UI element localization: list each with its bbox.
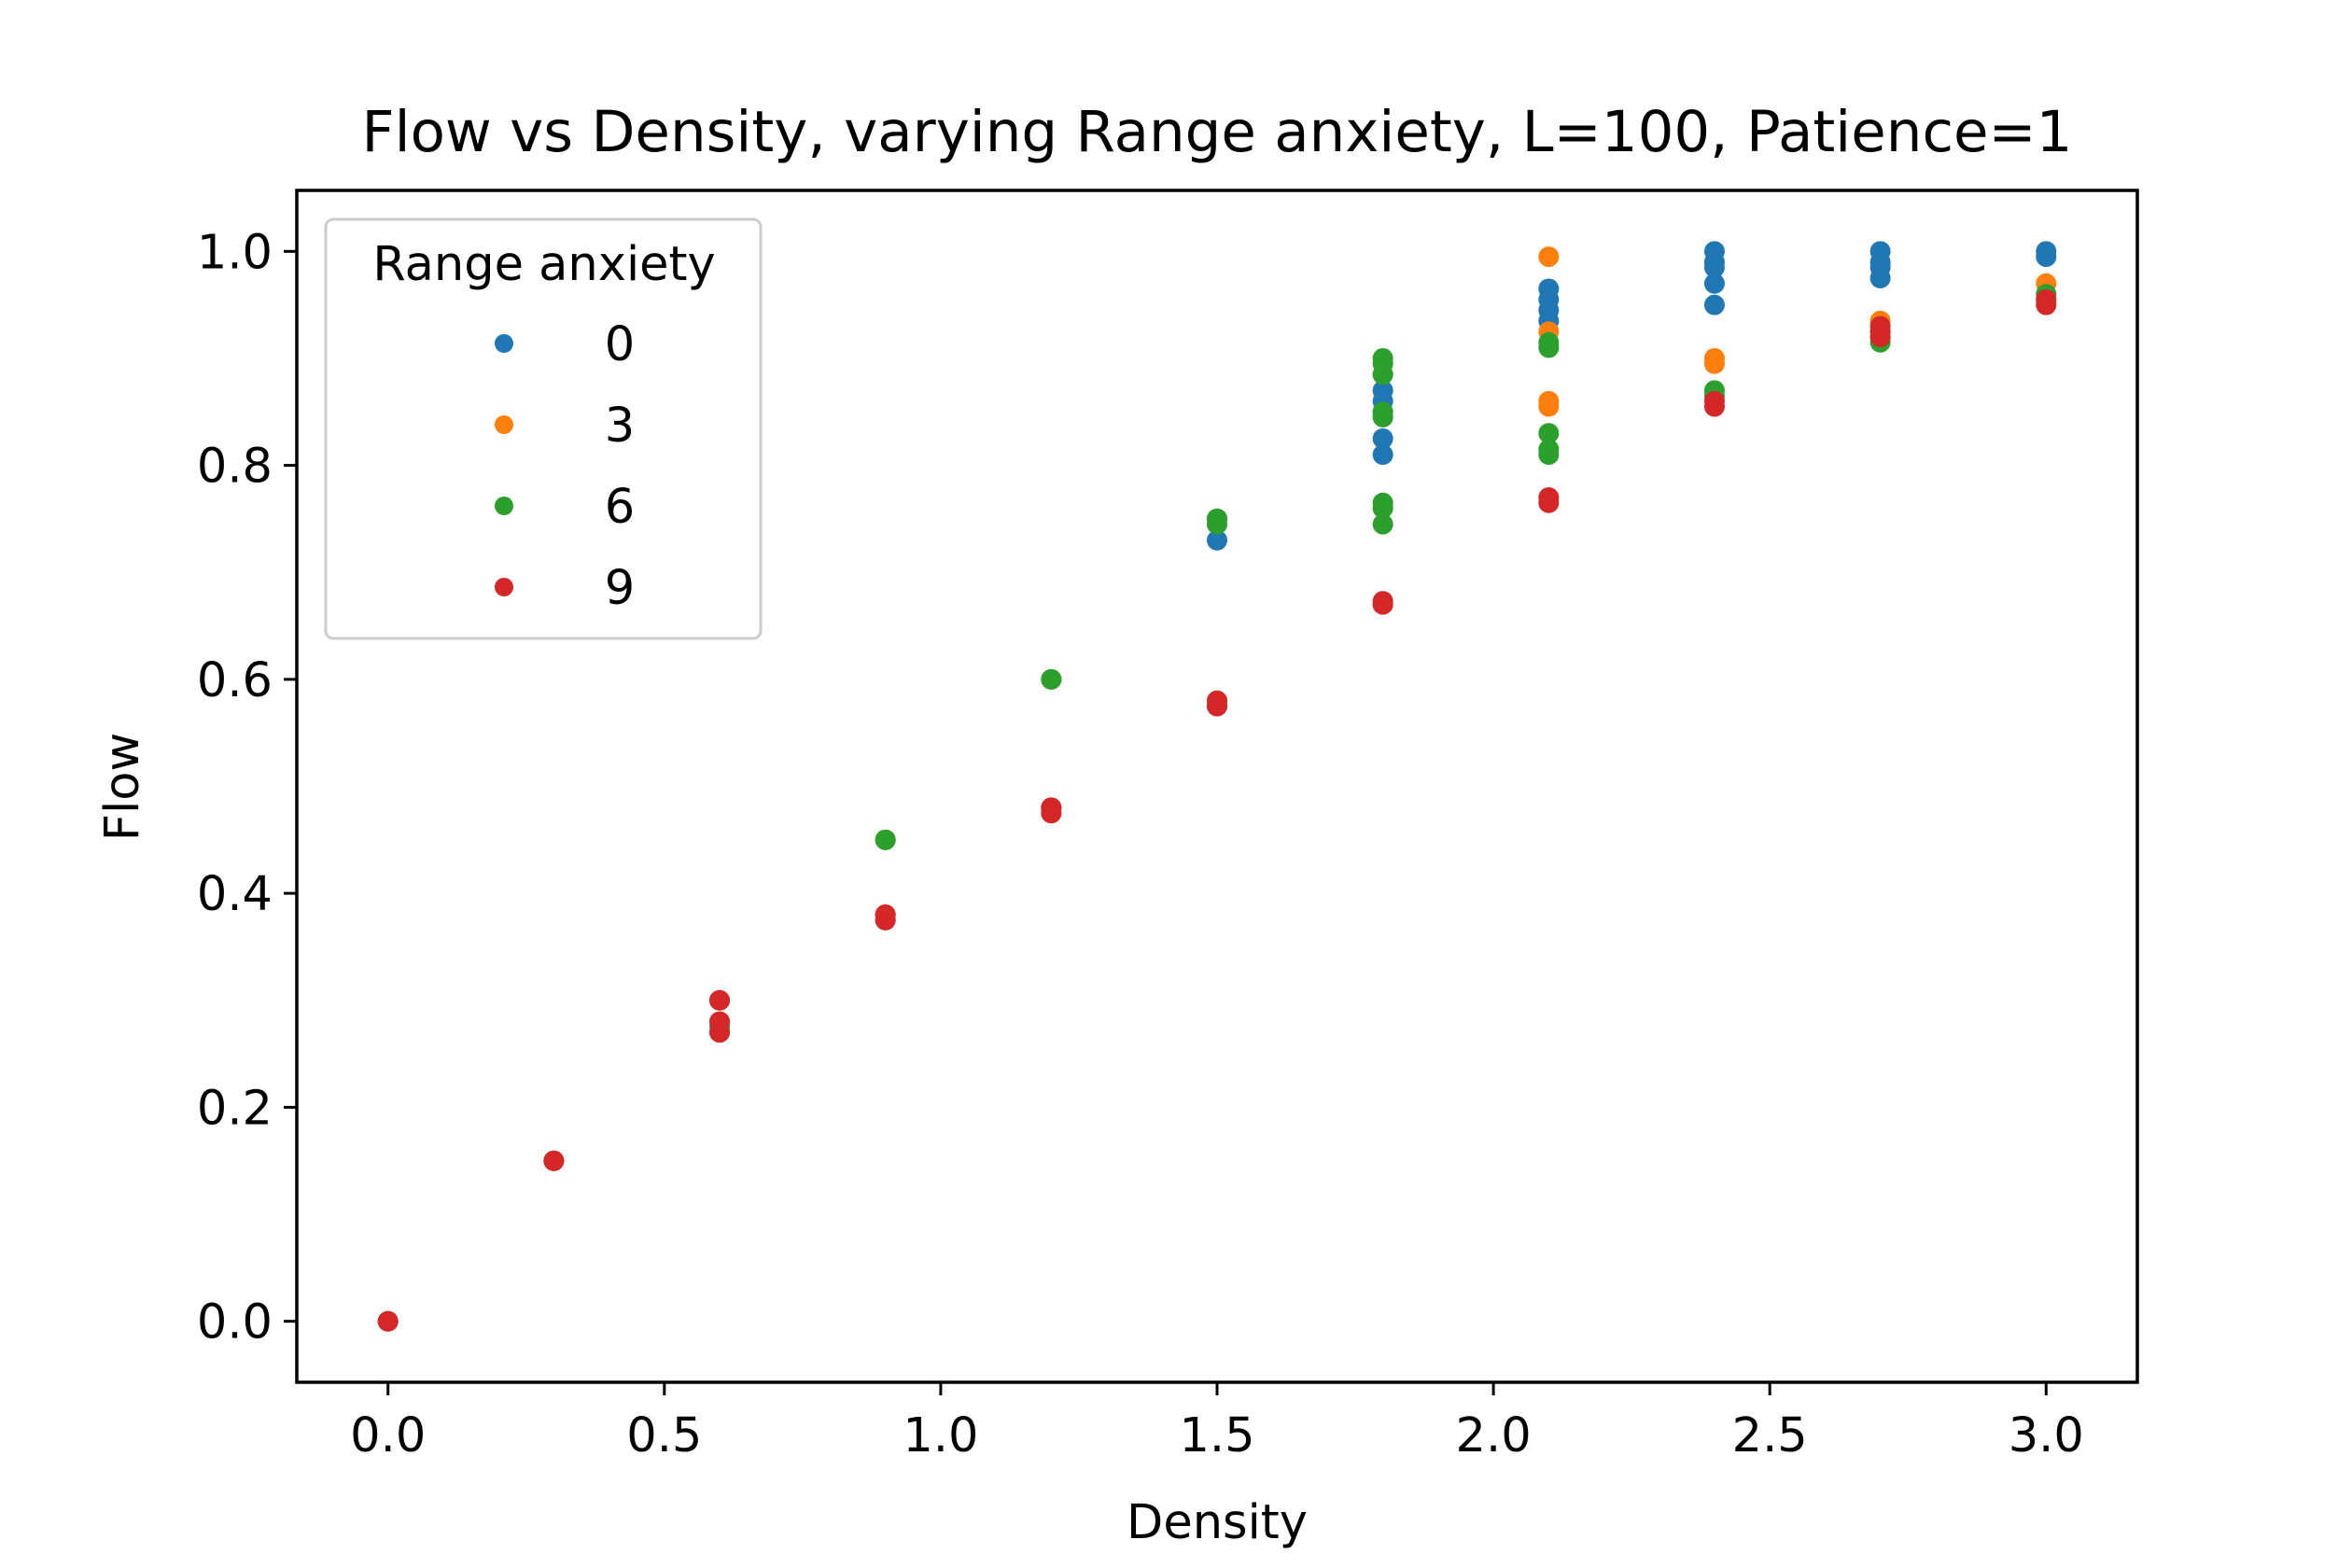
x-tick-label: 2.5	[1732, 1408, 1808, 1463]
data-point	[377, 1310, 399, 1332]
y-tick-label: 0.6	[197, 653, 273, 708]
data-point	[709, 1011, 731, 1032]
data-point	[1538, 246, 1560, 268]
legend-entries: 0 3 6 9	[495, 317, 635, 616]
data-point	[543, 1150, 565, 1171]
legend-marker	[495, 415, 513, 434]
data-point	[1538, 423, 1560, 444]
y-tick-label: 0.2	[197, 1081, 273, 1136]
data-point	[875, 829, 896, 850]
legend-title: Range anxiety	[372, 237, 715, 292]
data-point	[1703, 347, 1725, 369]
y-axis-label: Flow	[95, 733, 150, 841]
legend-frame	[324, 217, 763, 640]
x-tick-label: 0.5	[626, 1408, 702, 1463]
data-point	[1041, 668, 1062, 690]
data-point	[2036, 288, 2057, 310]
data-point	[1703, 390, 1725, 412]
y-tick-label: 0.8	[197, 440, 273, 495]
data-point	[875, 904, 896, 926]
x-tick-label: 0.0	[350, 1408, 426, 1463]
legend: Range anxiety 0 3 6 9	[324, 217, 763, 640]
x-tick-label: 3.0	[2009, 1408, 2084, 1463]
data-point	[1372, 380, 1393, 401]
data-point	[1372, 513, 1393, 535]
data-point	[1372, 591, 1393, 612]
data-point	[2036, 241, 2057, 262]
data-point	[1869, 241, 1891, 262]
data-points	[377, 241, 2057, 1332]
data-point	[1207, 690, 1227, 711]
data-point	[1703, 241, 1725, 262]
data-point	[1703, 294, 1725, 315]
data-point	[1538, 486, 1560, 508]
x-tick-label: 2.0	[1456, 1408, 1532, 1463]
legend-label: 9	[605, 561, 635, 616]
data-point	[1538, 331, 1560, 353]
data-point	[1372, 427, 1393, 449]
data-point	[1372, 492, 1393, 513]
data-point	[1207, 513, 1227, 535]
data-point	[1703, 273, 1725, 294]
legend-marker	[495, 334, 513, 353]
y-axis-ticks: 0.0 0.2 0.4 0.6 0.8 1.0	[197, 225, 297, 1351]
y-tick-label: 1.0	[197, 225, 273, 280]
data-point	[709, 989, 731, 1011]
legend-label: 6	[605, 480, 635, 535]
y-tick-label: 0.0	[197, 1295, 273, 1351]
series-9	[377, 288, 2057, 1332]
data-point	[1372, 347, 1393, 369]
data-point	[1869, 315, 1891, 337]
data-point	[1538, 439, 1560, 460]
data-point	[1372, 401, 1393, 423]
x-tick-label: 1.5	[1179, 1408, 1254, 1463]
data-point	[1538, 390, 1560, 412]
legend-label: 0	[605, 317, 635, 372]
data-point	[1538, 278, 1560, 300]
legend-marker	[495, 497, 513, 515]
x-axis-label: Density	[1127, 1495, 1308, 1550]
data-point	[1041, 797, 1062, 819]
legend-label: 3	[605, 399, 635, 454]
y-tick-label: 0.4	[197, 867, 273, 922]
data-point	[1372, 444, 1393, 466]
chart-title: Flow vs Density, varying Range anxiety, …	[362, 99, 2073, 165]
data-point	[1207, 529, 1227, 551]
legend-marker	[495, 578, 513, 596]
x-axis-ticks: 0.0 0.5 1.0 1.5 2.0 2.5 3.0	[350, 1382, 2084, 1463]
x-tick-label: 1.0	[903, 1408, 978, 1463]
